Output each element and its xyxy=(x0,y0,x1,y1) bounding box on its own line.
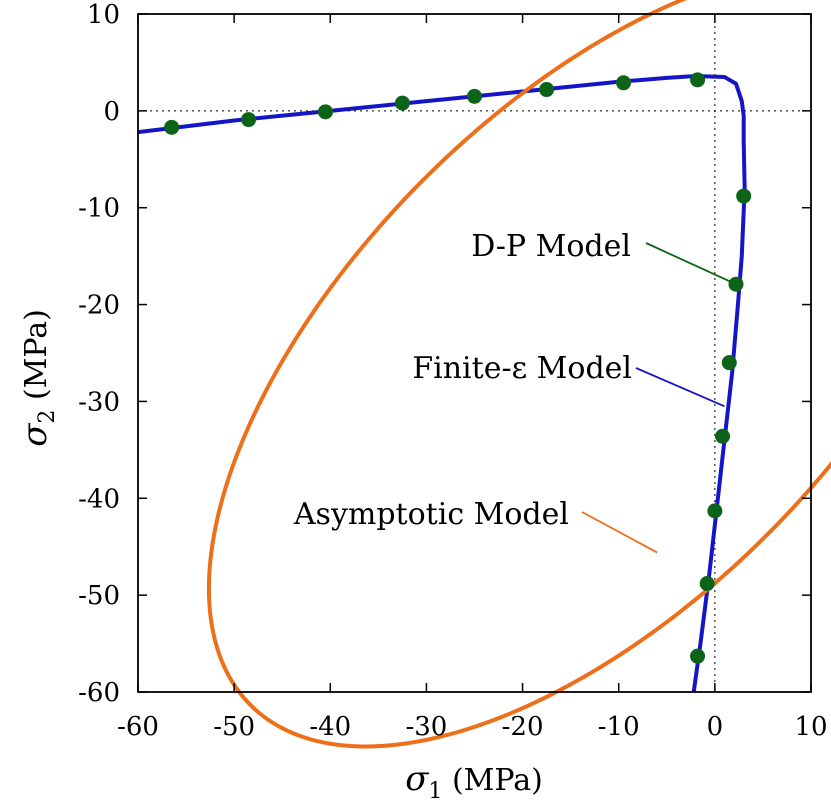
dp-model-point xyxy=(721,355,737,371)
annotation-dp-model: D-P Model xyxy=(471,229,631,264)
dp-model-point xyxy=(394,95,410,111)
x-tick-label: -20 xyxy=(502,712,544,742)
plot-frame xyxy=(137,13,812,693)
y-tick-label: 10 xyxy=(87,0,120,30)
y-tick-label: -20 xyxy=(78,291,120,321)
dp-model-point xyxy=(317,104,333,120)
x-tick-label: 10 xyxy=(794,712,827,742)
dp-model-point xyxy=(241,112,257,128)
y-tick-label: -10 xyxy=(78,194,120,224)
y-tick-label: -40 xyxy=(78,484,120,514)
dp-model-point xyxy=(699,576,715,592)
annotation-finite-model: Finite-ε Model xyxy=(412,351,632,386)
x-tick-label: -10 xyxy=(598,712,640,742)
y-tick-label: -30 xyxy=(78,387,120,417)
dp-model-point xyxy=(707,503,723,519)
x-axis-label: σ1 (MPa) xyxy=(405,759,543,804)
annotation-leader-line xyxy=(635,367,725,408)
dp-model-point xyxy=(539,82,555,98)
y-axis-label: σ2 (MPa) xyxy=(15,309,60,447)
x-tick-label: -50 xyxy=(213,712,255,742)
asymptotic-model-curve xyxy=(206,0,831,749)
dp-model-point xyxy=(467,88,482,104)
dp-model-point xyxy=(690,648,706,664)
x-tick-label: 0 xyxy=(707,712,724,742)
annotation-leader-line xyxy=(581,511,658,554)
x-tick-label: -40 xyxy=(309,712,351,742)
dp-model-point xyxy=(690,72,706,88)
dp-model-point xyxy=(715,428,731,444)
x-tick-label: -30 xyxy=(405,712,447,742)
annotation-asymptotic-model: Asymptotic Model xyxy=(293,497,569,532)
dp-model-point xyxy=(616,75,632,91)
dp-model-point xyxy=(164,119,180,135)
y-tick-label: -60 xyxy=(78,678,120,708)
y-tick-label: -50 xyxy=(78,581,120,611)
x-tick-label: -60 xyxy=(117,712,159,742)
dp-model-point xyxy=(736,188,752,204)
y-tick-label: 0 xyxy=(103,97,120,127)
annotation-leader-line xyxy=(645,242,737,286)
